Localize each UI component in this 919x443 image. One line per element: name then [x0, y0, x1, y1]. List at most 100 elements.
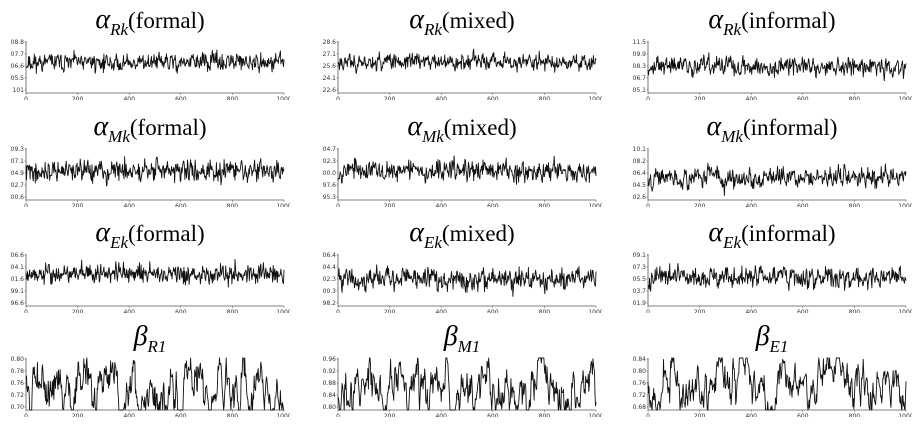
- trace-line: [647, 52, 907, 82]
- title-symbol: β: [443, 321, 458, 352]
- x-tick-label: 200: [384, 203, 396, 207]
- panel-title: αRk(formal): [10, 0, 290, 44]
- title-subscript: Mk: [721, 127, 743, 146]
- x-tick-label: 1000: [898, 96, 912, 100]
- trace-panel: αRk(mixed)128.6127.1125.6124.1122.602004…: [322, 0, 602, 100]
- trace-line: [25, 156, 285, 187]
- title-symbol: α: [708, 217, 724, 248]
- panel-title: αMk(mixed): [322, 107, 602, 151]
- title-condition: (informal): [741, 8, 836, 33]
- panel-title: αEk(mixed): [322, 213, 602, 257]
- x-tick-label: 200: [694, 413, 706, 417]
- title-subscript: Mk: [108, 127, 130, 146]
- x-tick-label: 1000: [276, 96, 290, 100]
- x-tick-label: 600: [797, 96, 809, 100]
- trace-panel: βM1 0.96 0.92 0.88 0.84 0.80 0 200 400 600 800 1000: [322, 317, 602, 417]
- trace-chart: 0.84 0.80 0.76 0.72 0.68 0 200 400 600 800 1000: [633, 356, 912, 417]
- x-tick-label: 0: [24, 309, 28, 313]
- x-tick-label: 1000: [276, 203, 290, 207]
- title-condition: (formal): [129, 115, 207, 140]
- title-subscript: Ek: [110, 233, 128, 252]
- x-tick-label: 600: [175, 309, 187, 313]
- x-tick-label: 600: [175, 413, 187, 417]
- title-symbol: α: [708, 4, 724, 35]
- x-tick-label: 200: [694, 203, 706, 207]
- y-tick-label: 102.6: [632, 194, 646, 201]
- title-symbol: α: [95, 217, 111, 248]
- x-tick-label: 0: [646, 96, 650, 100]
- y-tick-label: 0.80: [323, 404, 337, 411]
- title-symbol: α: [409, 4, 424, 35]
- y-tick-label: 0.72: [11, 392, 25, 399]
- title-subscript: M1: [457, 337, 481, 356]
- y-tick-label: 105.5: [632, 276, 646, 283]
- x-tick-label: 600: [175, 203, 187, 207]
- title-symbol: α: [706, 111, 722, 142]
- y-tick-label: 102.3: [322, 276, 336, 283]
- x-tick-label: 400: [435, 96, 447, 100]
- panel-title: βM1: [322, 317, 602, 361]
- x-tick-label: 200: [694, 309, 706, 313]
- y-tick-label: 0.78: [11, 368, 25, 375]
- y-tick-label: 104.9: [10, 170, 24, 177]
- y-tick-label: 109.1: [632, 252, 646, 259]
- panel-title: αMk(formal): [10, 107, 290, 151]
- x-tick-label: 0: [336, 96, 340, 100]
- x-tick-label: 400: [123, 96, 135, 100]
- y-tick-label: 108.2: [632, 158, 646, 165]
- y-tick-label: 100.6: [10, 194, 24, 201]
- title-subscript: Ek: [723, 233, 742, 252]
- y-tick-label: 0.70: [11, 404, 25, 411]
- trace-chart: 104.7 102.3 100.0 97.6 95.3 0 200 400 600 800 1000: [322, 146, 602, 207]
- y-tick-label: 98.2: [323, 300, 337, 307]
- title-symbol: β: [133, 321, 148, 352]
- x-tick-label: 0: [336, 413, 340, 417]
- title-symbol: α: [409, 217, 424, 248]
- x-tick-label: 400: [435, 309, 447, 313]
- x-tick-label: 800: [539, 203, 551, 207]
- y-tick-label: 106.6: [10, 252, 24, 259]
- y-tick-label: 104.7: [322, 146, 336, 153]
- y-tick-label: 106.7: [632, 75, 646, 82]
- y-tick-label: 99.1: [11, 288, 25, 295]
- title-subscript: R1: [147, 337, 167, 356]
- panel-title: αMk(informal): [632, 107, 912, 151]
- trace-line: [337, 264, 597, 297]
- trace-chart: 106.4 104.4 102.3 100.3 98.2 0 200 400 600 800 100…: [322, 252, 602, 313]
- trace-panel: αMk(mixed)104.7102.3100.097.695.30200400…: [322, 107, 602, 207]
- trace-chart: 106.6 104.1 101.6 99.1 96.6 0 200 400 600 800 1000: [10, 252, 290, 313]
- x-tick-label: 600: [797, 413, 809, 417]
- trace-chart: 111.5 109.9 108.3 106.7 105.10 200 400 600 800 10…: [632, 39, 912, 100]
- panel-title: αEk(informal): [632, 213, 912, 257]
- x-tick-label: 400: [745, 309, 757, 313]
- x-tick-label: 800: [227, 413, 239, 417]
- title-condition: (formal): [128, 221, 205, 246]
- x-tick-label: 800: [539, 413, 551, 417]
- trace-line: [647, 162, 907, 197]
- x-tick-label: 800: [849, 203, 861, 207]
- panel-title: αEk(formal): [10, 213, 290, 257]
- title-symbol: α: [407, 111, 423, 142]
- x-tick-label: 0: [336, 309, 340, 313]
- x-tick-label: 400: [123, 413, 135, 417]
- x-tick-label: 1000: [276, 309, 290, 313]
- title-symbol: α: [93, 111, 109, 142]
- title-subscript: E1: [769, 337, 789, 356]
- y-tick-label: 0.76: [11, 380, 25, 387]
- y-tick-label: 106.6: [10, 63, 24, 70]
- x-tick-label: 400: [435, 203, 447, 207]
- y-tick-label: 110.1: [632, 146, 646, 153]
- y-tick-label: 0.76: [633, 380, 647, 387]
- x-tick-label: 200: [384, 96, 396, 100]
- y-tick-label: 97.6: [323, 182, 337, 189]
- y-tick-label: 107.3: [632, 264, 646, 271]
- y-tick-label: 0.96: [323, 356, 337, 363]
- x-tick-label: 1000: [588, 96, 602, 100]
- title-condition: (mixed): [441, 8, 515, 33]
- y-tick-label: 0.84: [323, 392, 337, 399]
- y-tick-label: 101.6: [10, 276, 24, 283]
- y-tick-label: 0.88: [323, 380, 337, 387]
- y-tick-label: 0.92: [323, 368, 337, 375]
- trace-panel: αRk(formal)108.8107.7106.6105.5101020040…: [10, 0, 290, 100]
